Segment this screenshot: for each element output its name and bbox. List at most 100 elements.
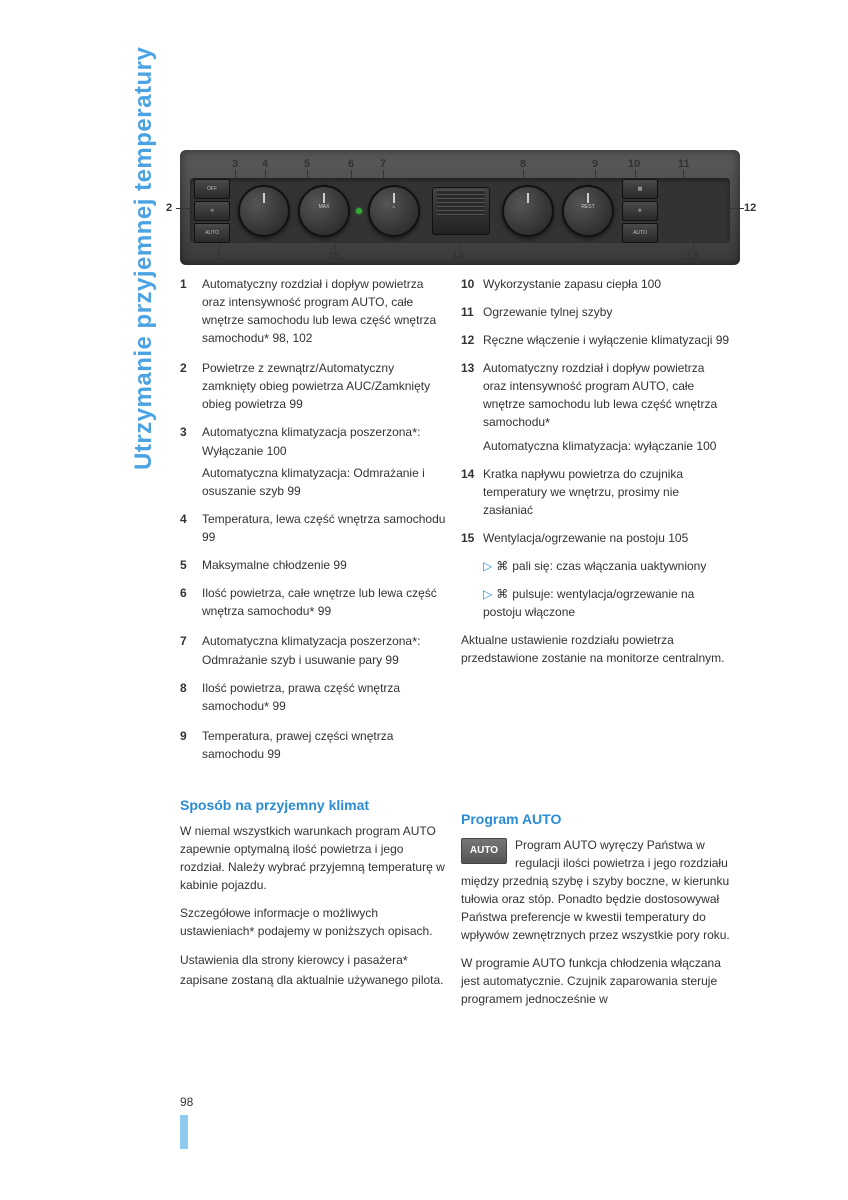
legend-text: Maksymalne chłodzenie 99 xyxy=(202,556,449,574)
section-heading-left: Sposób na przyjemny klimat xyxy=(180,795,449,816)
legend-extra: Automatyczna klimatyzacja: Odmrażanie i … xyxy=(202,464,449,500)
legend-text: Ilość powietrza, całe wnętrze lub lewa c… xyxy=(202,584,449,622)
max-label: MAX xyxy=(300,205,348,210)
legend-item: 3Automatyczna klimatyzacja poszerzona*: … xyxy=(180,423,449,501)
callout-8: 8 xyxy=(520,158,526,170)
legend-number: 8 xyxy=(180,679,202,717)
callout-11: 11 xyxy=(678,158,690,170)
auto-button-right: AUTO xyxy=(622,223,658,243)
body-left-col: Sposób na przyjemny klimat W niemal wszy… xyxy=(180,779,449,1018)
callout-5: 5 xyxy=(304,158,310,170)
legend-number: 1 xyxy=(180,275,202,349)
callout-14: 14 xyxy=(452,250,464,262)
left-column: 1Automatyczny rozdział i dopływ powietrz… xyxy=(180,275,449,773)
body-text: podajemy w poniższych opisach. xyxy=(258,924,433,938)
legend-number: 13 xyxy=(461,359,483,455)
callout-1: 1 xyxy=(216,250,222,262)
star-icon: * xyxy=(412,425,417,440)
body-paragraph: Ustawienia dla strony kierowcy i pasażer… xyxy=(180,951,449,989)
legend-number: 2 xyxy=(180,359,202,413)
page-number: 98 xyxy=(180,1095,193,1109)
legend-columns: 1Automatyczny rozdział i dopływ powietrz… xyxy=(180,275,730,773)
star-icon: * xyxy=(249,924,254,939)
bullet-item: ▷⌘pali się: czas włączania uaktywniony xyxy=(483,557,730,575)
left-button-column: OFF ⟲ AUTO xyxy=(194,179,230,243)
legend-item: 10Wykorzystanie zapasu ciepła 100 xyxy=(461,275,730,293)
legend-item: 13Automatyczny rozdział i dopływ powietr… xyxy=(461,359,730,455)
dial-left-fan: MAX xyxy=(298,185,350,237)
callout-12: 12 xyxy=(744,202,756,214)
auto-button-left: AUTO xyxy=(194,223,230,243)
legend-text: Wentylacja/ogrzewanie na postoju 105 xyxy=(483,529,730,547)
legend-text: Powietrze z zewnątrz/Automatyczny zamkni… xyxy=(202,359,449,413)
ac-button: ❄ xyxy=(622,201,658,221)
right-button-column: ▦ ❄ AUTO xyxy=(622,179,658,243)
snowflake-icon: ⌘ xyxy=(496,587,508,601)
legend-text: Automatyczna klimatyzacja poszerzona*: O… xyxy=(202,632,449,670)
legend-number: 3 xyxy=(180,423,202,501)
legend-item: 15Wentylacja/ogrzewanie na postoju 105 xyxy=(461,529,730,547)
legend-number: 12 xyxy=(461,331,483,349)
legend-item: 9Temperatura, prawej części wnętrza samo… xyxy=(180,727,449,763)
triangle-icon: ▷ xyxy=(483,587,492,601)
dial-right-fan xyxy=(502,185,554,237)
callout-9: 9 xyxy=(592,158,598,170)
legend-extra: Automatyczna klimatyzacja: wyłączanie 10… xyxy=(483,437,730,455)
body-text: Ustawienia dla strony kierowcy i pasażer… xyxy=(180,953,403,967)
legend-text: Ilość powietrza, prawa część wnętrza sam… xyxy=(202,679,449,717)
star-icon: * xyxy=(309,604,314,619)
page-content: 3 4 5 6 7 8 9 10 11 2 12 1 15 14 13 xyxy=(160,150,730,1018)
climate-control-diagram: 3 4 5 6 7 8 9 10 11 2 12 1 15 14 13 xyxy=(180,150,740,265)
body-paragraph: AUTO Program AUTO wyręczy Państwa w regu… xyxy=(461,836,730,944)
auto-badge-icon: AUTO xyxy=(461,838,507,864)
legend-number: 6 xyxy=(180,584,202,622)
right-column: 10Wykorzystanie zapasu ciepła 100 11Ogrze… xyxy=(461,275,730,773)
legend-number: 5 xyxy=(180,556,202,574)
legend-number: 9 xyxy=(180,727,202,763)
triangle-icon: ▷ xyxy=(483,559,492,573)
legend-item: 14Kratka napływu powietrza do czujnika t… xyxy=(461,465,730,519)
callout-7: 7 xyxy=(380,158,386,170)
legend-text: Ręczne włączenie i wyłączenie klimatyzac… xyxy=(483,331,730,349)
legend-text: Wykorzystanie zapasu ciepła 100 xyxy=(483,275,730,293)
snowflake-icon: ⌘ xyxy=(496,559,508,573)
legend-text: Kratka napływu powietrza do czujnika tem… xyxy=(483,465,730,519)
rear-defrost-button: ▦ xyxy=(622,179,658,199)
legend-number: 14 xyxy=(461,465,483,519)
page-tab-marker xyxy=(180,1115,188,1149)
callout-line xyxy=(176,208,190,209)
legend-item: 7Automatyczna klimatyzacja poszerzona*: … xyxy=(180,632,449,670)
legend-item: 1Automatyczny rozdział i dopływ powietrz… xyxy=(180,275,449,349)
legend-text: Automatyczna klimatyzacja poszerzona*: W… xyxy=(202,423,449,501)
callout-3: 3 xyxy=(232,158,238,170)
legend-text: Automatyczny rozdział i dopływ powietrza… xyxy=(483,359,730,455)
defrost-icon: ⌂ xyxy=(370,205,418,210)
callout-13: 13 xyxy=(686,250,698,262)
star-icon: * xyxy=(403,953,408,968)
closing-paragraph: Aktualne ustawienie rozdziału powietrza … xyxy=(461,631,730,667)
legend-item: 6Ilość powietrza, całe wnętrze lub lewa … xyxy=(180,584,449,622)
legend-item: 4Temperatura, lewa część wnętrza samocho… xyxy=(180,510,449,546)
star-icon: * xyxy=(545,415,550,430)
dial-left-temp xyxy=(238,185,290,237)
legend-text: Automatyczny rozdział i dopływ powietrza… xyxy=(202,275,449,349)
body-paragraph: W programie AUTO funkcja chłodzenia włąc… xyxy=(461,954,730,1008)
legend-number: 7 xyxy=(180,632,202,670)
legend-text: Ogrzewanie tylnej szyby xyxy=(483,303,730,321)
section-heading-right: Program AUTO xyxy=(461,809,730,830)
legend-number: 4 xyxy=(180,510,202,546)
recirc-button: ⟲ xyxy=(194,201,230,221)
star-icon: * xyxy=(264,699,269,714)
legend-number: 11 xyxy=(461,303,483,321)
legend-number: 15 xyxy=(461,529,483,547)
off-button: OFF xyxy=(194,179,230,199)
legend-item: 2Powietrze z zewnątrz/Automatyczny zamkn… xyxy=(180,359,449,413)
body-columns: Sposób na przyjemny klimat W niemal wszy… xyxy=(180,779,730,1018)
callout-line xyxy=(730,208,744,209)
callout-4: 4 xyxy=(262,158,268,170)
star-icon: * xyxy=(412,634,417,649)
rest-label: REST xyxy=(564,205,612,210)
center-vent-grille xyxy=(432,187,490,235)
bullet-item: ▷⌘pulsuje: wentylacja/ogrzewanie na post… xyxy=(483,585,730,621)
led-indicator xyxy=(356,208,362,214)
